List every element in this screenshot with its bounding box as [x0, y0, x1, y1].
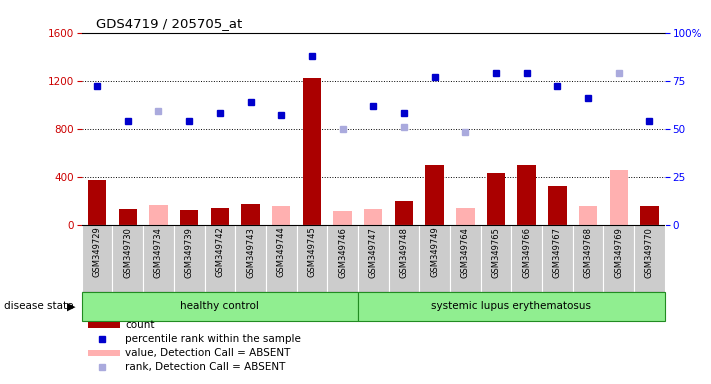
Text: value, Detection Call = ABSENT: value, Detection Call = ABSENT [126, 348, 291, 358]
Text: disease state: disease state [4, 301, 73, 311]
Text: systemic lupus erythematosus: systemic lupus erythematosus [432, 301, 592, 311]
Bar [419, 225, 450, 292]
Bar [487, 173, 506, 225]
Bar [173, 225, 205, 292]
Bar [358, 292, 665, 321]
Text: GSM349729: GSM349729 [92, 227, 102, 277]
Bar [149, 205, 168, 225]
Bar [235, 225, 266, 292]
Bar [573, 225, 604, 292]
Text: GSM349768: GSM349768 [584, 227, 592, 278]
Text: percentile rank within the sample: percentile rank within the sample [126, 334, 301, 344]
Bar [205, 225, 235, 292]
Text: GSM349770: GSM349770 [645, 227, 654, 278]
Bar [395, 201, 413, 225]
Text: GSM349734: GSM349734 [154, 227, 163, 278]
Text: GSM349744: GSM349744 [277, 227, 286, 277]
Bar [272, 206, 290, 225]
Text: rank, Detection Call = ABSENT: rank, Detection Call = ABSENT [126, 362, 286, 372]
Bar [548, 186, 567, 225]
Bar [296, 225, 327, 292]
Text: GSM349742: GSM349742 [215, 227, 225, 277]
Text: GSM349747: GSM349747 [369, 227, 378, 278]
Text: GSM349739: GSM349739 [185, 227, 193, 278]
Text: GSM349748: GSM349748 [400, 227, 408, 278]
Bar [87, 322, 119, 328]
Text: GSM349749: GSM349749 [430, 227, 439, 277]
Text: GSM349730: GSM349730 [123, 227, 132, 278]
Text: GSM349769: GSM349769 [614, 227, 624, 278]
Bar [481, 225, 511, 292]
Bar [634, 225, 665, 292]
Bar [82, 225, 112, 292]
Text: GSM349765: GSM349765 [491, 227, 501, 278]
Bar [119, 209, 137, 225]
Bar [579, 206, 597, 225]
Bar [180, 210, 198, 225]
Text: GSM349745: GSM349745 [307, 227, 316, 277]
Bar [456, 208, 474, 225]
Bar [450, 225, 481, 292]
Bar [143, 225, 173, 292]
Text: GSM349743: GSM349743 [246, 227, 255, 278]
Text: healthy control: healthy control [181, 301, 260, 311]
Bar [542, 225, 573, 292]
Text: GSM349767: GSM349767 [553, 227, 562, 278]
Bar [511, 225, 542, 292]
Text: GSM349764: GSM349764 [461, 227, 470, 278]
Bar [518, 165, 536, 225]
Bar [609, 170, 628, 225]
Bar [303, 78, 321, 225]
Bar [364, 209, 383, 225]
Bar [389, 225, 419, 292]
Bar [87, 350, 119, 356]
Text: count: count [126, 320, 155, 330]
Bar [266, 225, 296, 292]
Bar [640, 206, 658, 225]
Bar [88, 180, 107, 225]
Text: ▶: ▶ [67, 301, 75, 311]
Bar [327, 225, 358, 292]
Bar [210, 208, 229, 225]
Text: GDS4719 / 205705_at: GDS4719 / 205705_at [96, 17, 242, 30]
Text: GSM349746: GSM349746 [338, 227, 347, 278]
Bar [82, 292, 358, 321]
Text: GSM349766: GSM349766 [522, 227, 531, 278]
Bar [604, 225, 634, 292]
Bar [112, 225, 143, 292]
Bar [333, 211, 352, 225]
Bar [358, 225, 389, 292]
Bar [241, 204, 260, 225]
Bar [425, 165, 444, 225]
